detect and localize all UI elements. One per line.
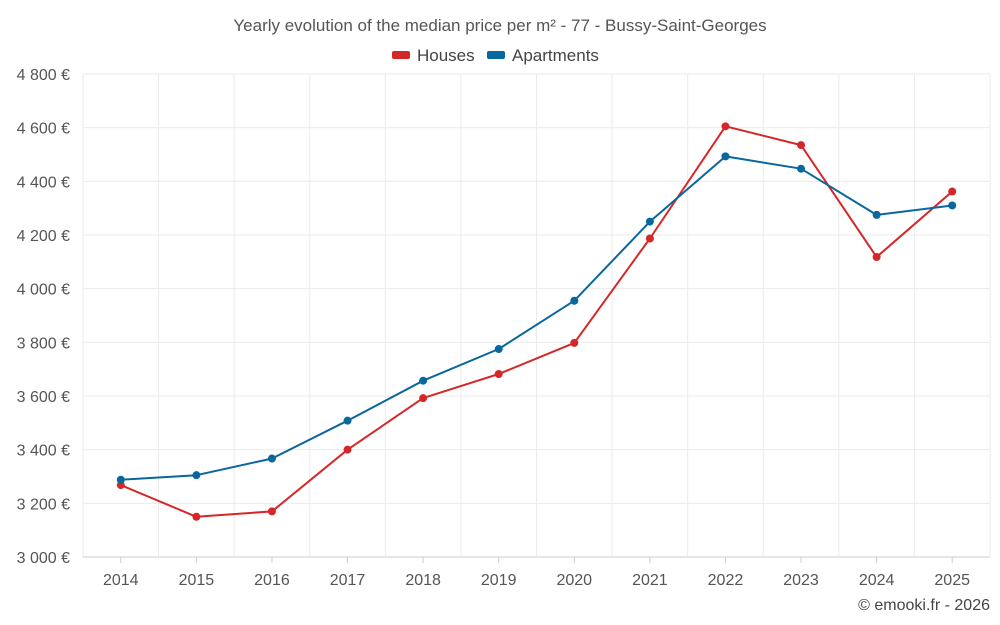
y-tick-label: 4 000 € [17, 282, 70, 299]
x-tick-label: 2024 [859, 572, 895, 589]
x-tick-label: 2025 [934, 572, 970, 589]
data-point-apartments[interactable] [419, 376, 428, 385]
y-tick-label: 4 200 € [17, 228, 70, 245]
x-tick-label: 2016 [254, 572, 290, 589]
x-tick-label: 2023 [783, 572, 819, 589]
y-tick-label: 3 400 € [17, 443, 70, 460]
series-line-apartments [120, 155, 953, 481]
data-point-houses[interactable] [645, 234, 654, 243]
y-tick-label: 3 200 € [17, 496, 70, 513]
legend-label-apartments[interactable]: Apartments [512, 46, 599, 65]
x-tick-label: 2020 [556, 572, 592, 589]
legend-swatch-houses [392, 51, 410, 59]
data-point-apartments[interactable] [570, 296, 579, 305]
data-point-houses[interactable] [797, 141, 806, 150]
legend-swatch-apartments [487, 51, 505, 59]
data-point-apartments[interactable] [721, 152, 730, 161]
data-point-houses[interactable] [570, 338, 579, 347]
y-tick-label: 3 800 € [17, 335, 70, 352]
credit-text: © emooki.fr - 2026 [858, 597, 990, 614]
data-point-apartments[interactable] [797, 164, 806, 173]
data-point-houses[interactable] [192, 512, 201, 521]
data-point-apartments[interactable] [948, 201, 957, 210]
data-point-houses[interactable] [343, 445, 352, 454]
data-point-houses[interactable] [494, 369, 503, 378]
data-point-apartments[interactable] [267, 454, 276, 463]
x-tick-label: 2014 [103, 572, 139, 589]
data-point-houses[interactable] [419, 394, 428, 403]
data-point-houses[interactable] [872, 253, 881, 262]
x-tick-label: 2015 [179, 572, 215, 589]
data-point-apartments[interactable] [192, 471, 201, 480]
chart-title: Yearly evolution of the median price per… [233, 16, 766, 35]
x-tick-label: 2018 [405, 572, 441, 589]
data-point-apartments[interactable] [872, 210, 881, 219]
data-point-houses[interactable] [721, 122, 730, 131]
grid [82, 73, 991, 558]
x-tick-label: 2022 [708, 572, 744, 589]
series-houses [116, 122, 957, 521]
series-layer [116, 122, 957, 521]
x-tick-label: 2017 [330, 572, 366, 589]
data-point-houses[interactable] [267, 507, 276, 516]
data-point-apartments[interactable] [645, 217, 654, 226]
data-point-apartments[interactable] [343, 416, 352, 425]
data-point-apartments[interactable] [116, 475, 125, 484]
y-tick-label: 3 600 € [17, 389, 70, 406]
legend[interactable]: Houses Apartments [392, 46, 599, 65]
series-line-houses [120, 125, 953, 518]
y-tick-label: 4 400 € [17, 174, 70, 191]
x-tick-label: 2021 [632, 572, 668, 589]
data-point-apartments[interactable] [494, 345, 503, 354]
y-axis-ticks: 3 000 € 3 200 € 3 400 € 3 600 € 3 800 € 4 000… [17, 67, 70, 567]
y-tick-label: 4 800 € [17, 67, 70, 84]
legend-label-houses[interactable]: Houses [417, 46, 475, 65]
y-tick-label: 4 600 € [17, 121, 70, 138]
x-tick-label: 2019 [481, 572, 517, 589]
data-point-houses[interactable] [948, 187, 957, 196]
y-tick-label: 3 000 € [17, 550, 70, 567]
series-apartments [116, 152, 957, 484]
x-axis-ticks: 2014 2015 2016 2017 2018 2019 2020 2021 2022 2023… [103, 557, 970, 589]
